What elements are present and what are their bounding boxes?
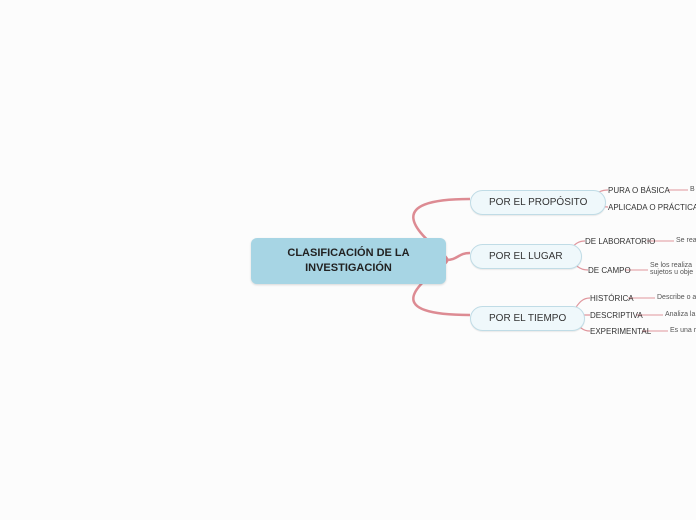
- root-node: CLASIFICACIÓN DE LAINVESTIGACIÓN: [251, 238, 446, 284]
- leaf-desc: Es una r: [670, 327, 696, 334]
- leaf-desc: Se los realizasujetos u obje: [650, 262, 693, 276]
- leaf-node: PURA O BÁSICA: [608, 186, 670, 195]
- leaf-node: APLICADA O PRÁCTICA: [608, 203, 696, 212]
- leaf-node: DESCRIPTIVA: [590, 311, 643, 320]
- leaf-desc: Se rea: [676, 237, 696, 244]
- leaf-desc: Describe o a: [657, 294, 696, 301]
- branch-lugar: POR EL LUGAR: [470, 244, 582, 269]
- leaf-node: EXPERIMENTAL: [590, 327, 651, 336]
- leaf-desc: B: [690, 186, 695, 193]
- leaf-node: DE LABORATORIO: [585, 237, 655, 246]
- leaf-node: DE CAMPO: [588, 266, 631, 275]
- branch-tiempo: POR EL TIEMPO: [470, 306, 585, 331]
- leaf-node: HISTÓRICA: [590, 294, 634, 303]
- leaf-desc: Analiza la: [665, 311, 695, 318]
- branch-proposito: POR EL PROPÓSITO: [470, 190, 606, 215]
